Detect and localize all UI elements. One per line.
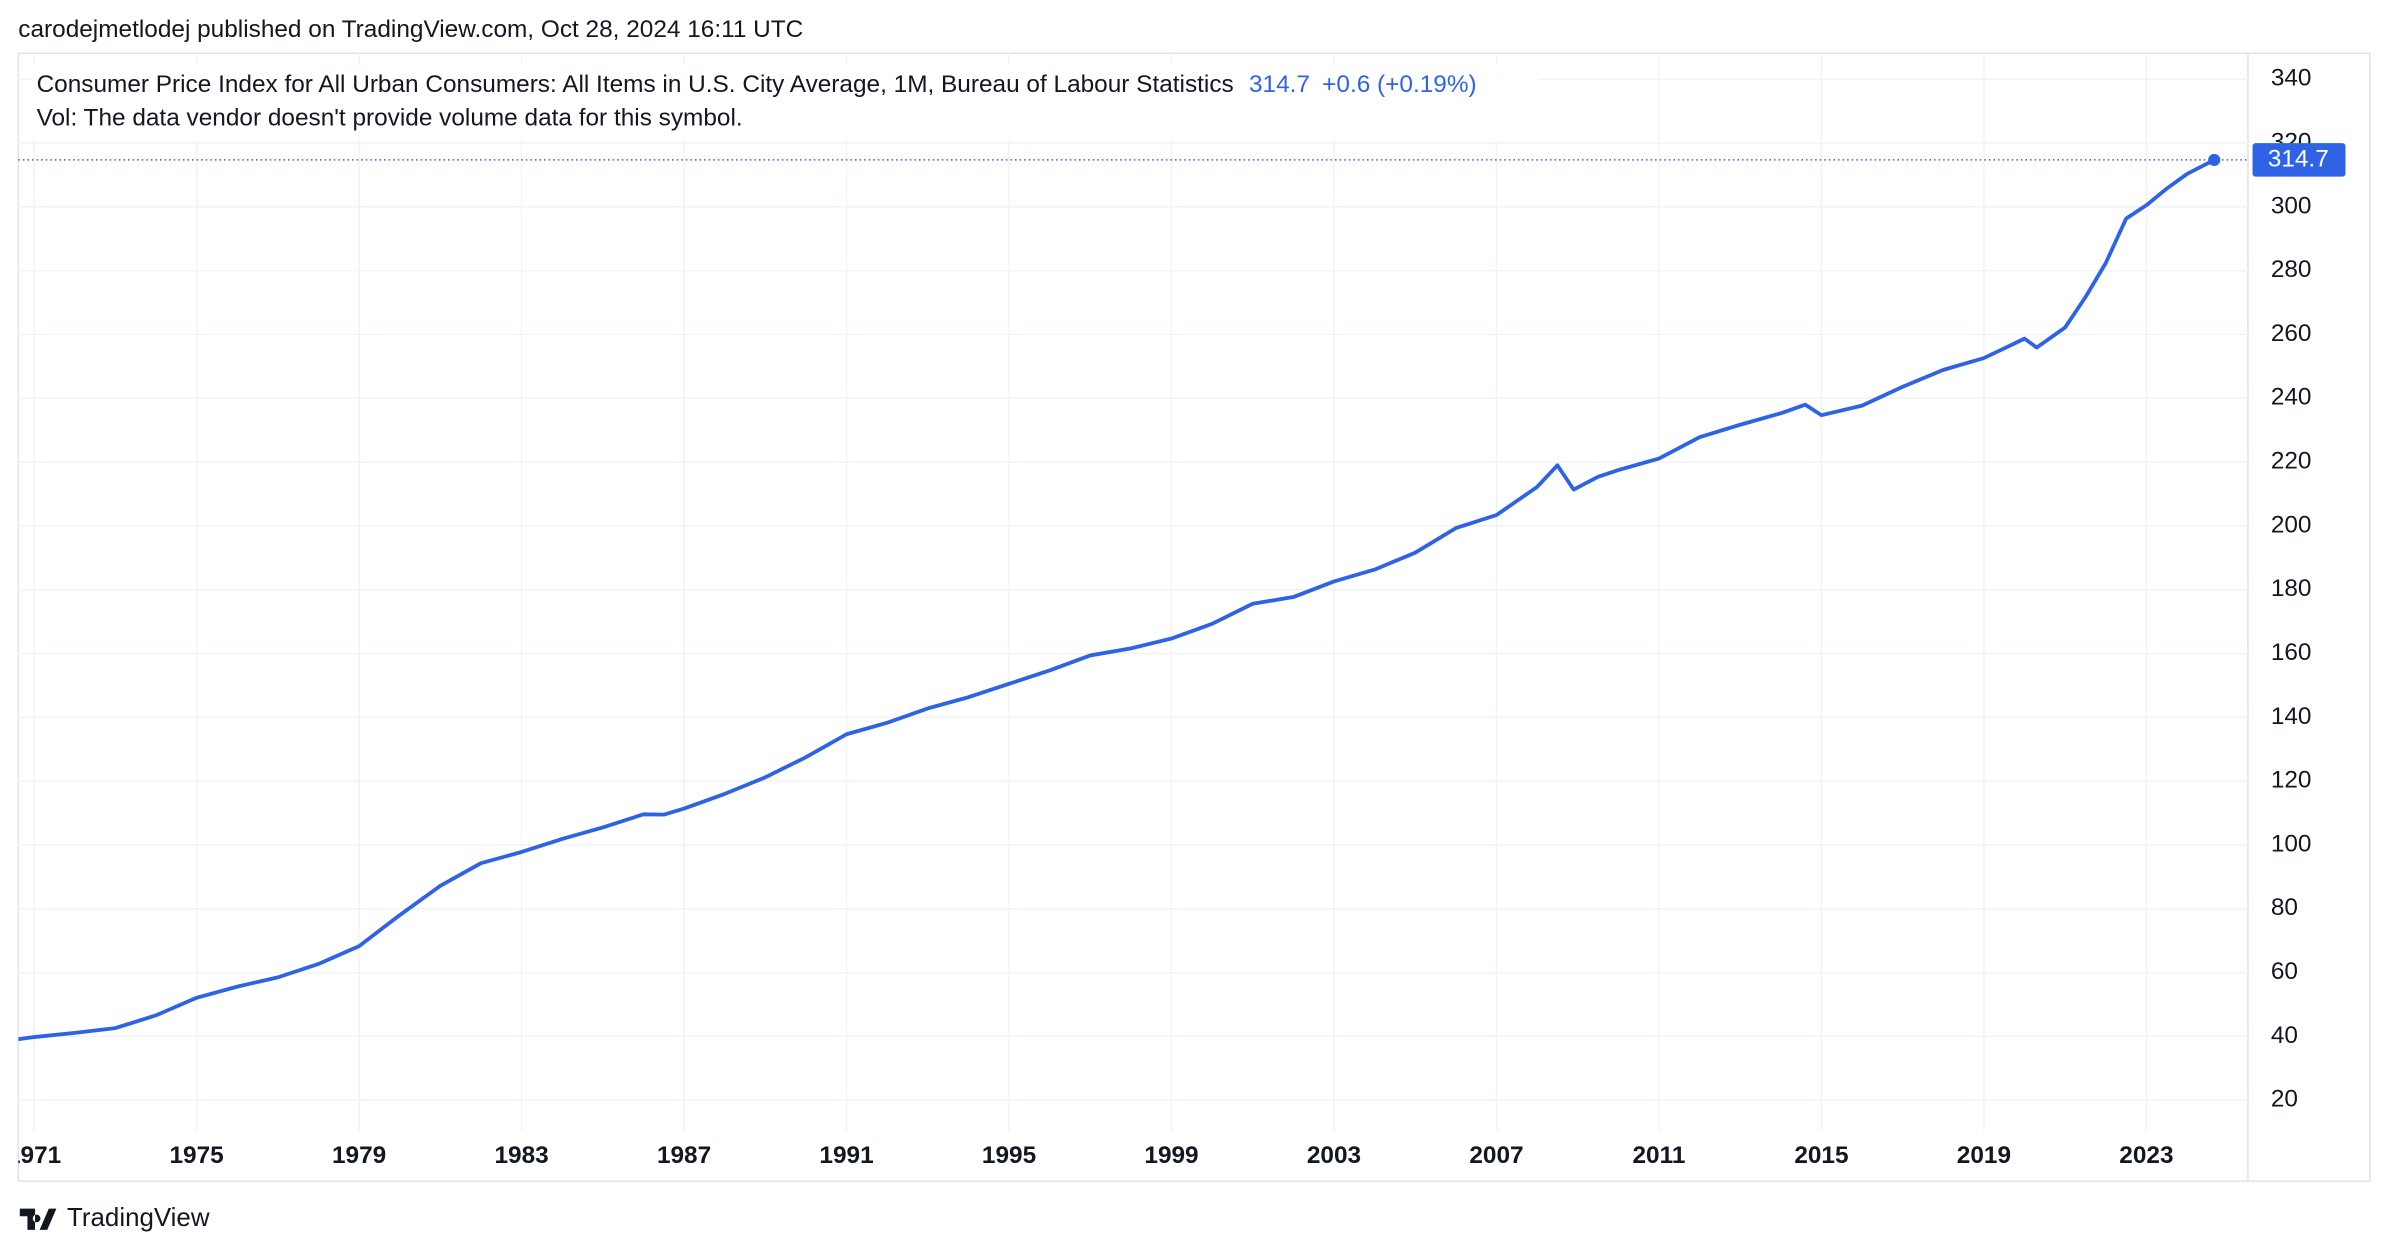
x-tick-label: 1995 — [982, 1142, 1036, 1169]
x-tick-label: 2003 — [1307, 1142, 1361, 1169]
y-tick-label: 180 — [2271, 575, 2312, 602]
y-tick-label: 160 — [2271, 639, 2312, 666]
y-tick-label: 20 — [2271, 1086, 2298, 1113]
y-axis: 20 40 60 80 100 120 140 160 180 200 220 240 260 280 30… — [2271, 65, 2312, 1113]
y-tick-label: 280 — [2271, 256, 2312, 283]
volume-note: Vol: The data vendor doesn't provide vol… — [37, 104, 743, 131]
x-axis: 1971 1975 1979 1983 1987 1991 1995 1999 2003 2007… — [7, 1142, 2173, 1169]
x-tick-label: 2007 — [1469, 1142, 1523, 1169]
cpi-line — [18, 158, 2216, 1042]
y-tick-label: 340 — [2271, 65, 2312, 92]
x-tick-label: 1979 — [332, 1142, 386, 1169]
chart-frame — [17, 52, 2371, 1182]
x-tick-label: 1999 — [1144, 1142, 1198, 1169]
x-tick-label: 1987 — [657, 1142, 711, 1169]
x-tick-label: 1991 — [819, 1142, 873, 1169]
y-tick-label: 260 — [2271, 320, 2312, 347]
price-label-bg — [2252, 143, 2346, 177]
y-tick-label: 220 — [2271, 448, 2312, 475]
x-tick-label: 2023 — [2119, 1142, 2173, 1169]
grid — [18, 53, 2248, 1131]
x-tick-label: 1983 — [494, 1142, 548, 1169]
y-tick-label: 60 — [2271, 958, 2298, 985]
price-label: 314.7 — [2268, 145, 2329, 172]
legend-last-value: 314.7 — [1249, 71, 1310, 98]
y-tick-label: 240 — [2271, 384, 2312, 411]
brand-logo — [19, 1208, 57, 1230]
x-tick-label: 2015 — [1794, 1142, 1848, 1169]
brand-name: TradingView — [67, 1204, 210, 1232]
x-tick-label: 1975 — [169, 1142, 223, 1169]
y-tick-label: 80 — [2271, 894, 2298, 921]
x-tick-label: 2011 — [1633, 1142, 1686, 1169]
last-point — [2208, 153, 2221, 167]
y-tick-label: 100 — [2271, 830, 2312, 857]
y-tick-label: 120 — [2271, 767, 2312, 794]
plot — [18, 158, 2216, 1042]
y-tick-label: 40 — [2271, 1022, 2298, 1049]
legend-bg — [30, 64, 1540, 141]
publisher-line: carodejmetlodej published on TradingView… — [18, 16, 803, 43]
y-tick-label: 300 — [2271, 192, 2312, 219]
y-tick-label: 200 — [2271, 511, 2312, 538]
x-tick-label: 2019 — [1957, 1142, 2011, 1169]
y-tick-label: 140 — [2271, 703, 2312, 730]
legend-title: Consumer Price Index for All Urban Consu… — [37, 71, 1234, 98]
legend-change: +0.6 (+0.19%) — [1322, 71, 1476, 98]
x-tick-label: 1971 — [7, 1142, 61, 1169]
